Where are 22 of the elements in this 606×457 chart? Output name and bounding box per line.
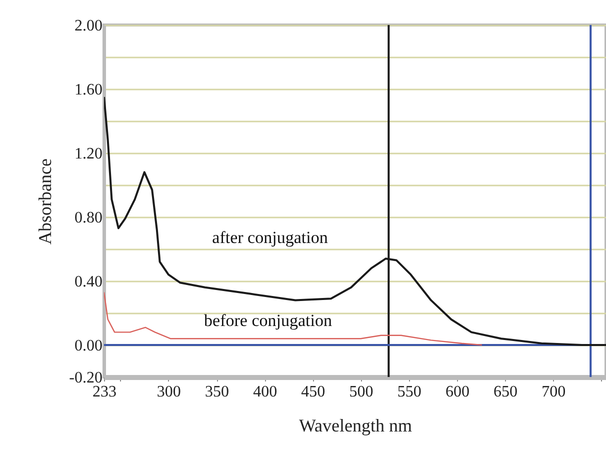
y-tick-label: 0.40: [74, 274, 102, 290]
x-tick-label: 400: [253, 384, 278, 400]
x-axis-title: Wavelength nm: [298, 416, 412, 436]
x-tick-label: 233: [92, 384, 116, 400]
x-tick-label: 350: [205, 384, 230, 400]
y-tick-label: 2.00: [74, 18, 102, 34]
x-tick-label: 500: [349, 384, 374, 400]
y-tick-label: 0.00: [74, 338, 102, 354]
x-tick-label: 700: [542, 384, 566, 400]
x-tick-label: 650: [494, 384, 518, 400]
x-tick-label: 550: [397, 384, 422, 400]
y-axis-title: Absorbance: [35, 158, 56, 244]
x-tick-label: 450: [301, 384, 326, 400]
text: after conjugation: [212, 228, 328, 247]
x-tick-label: 300: [156, 384, 181, 400]
y-tick-label: 1.60: [74, 82, 102, 98]
y-tick-label: 1.20: [74, 146, 102, 162]
line-series: [104, 292, 483, 346]
series-label: before conjugation: [204, 311, 332, 330]
y-tick-label: -0.20: [69, 370, 102, 386]
y-tick-label: 0.80: [74, 210, 102, 226]
x-tick-label: 600: [445, 384, 470, 400]
